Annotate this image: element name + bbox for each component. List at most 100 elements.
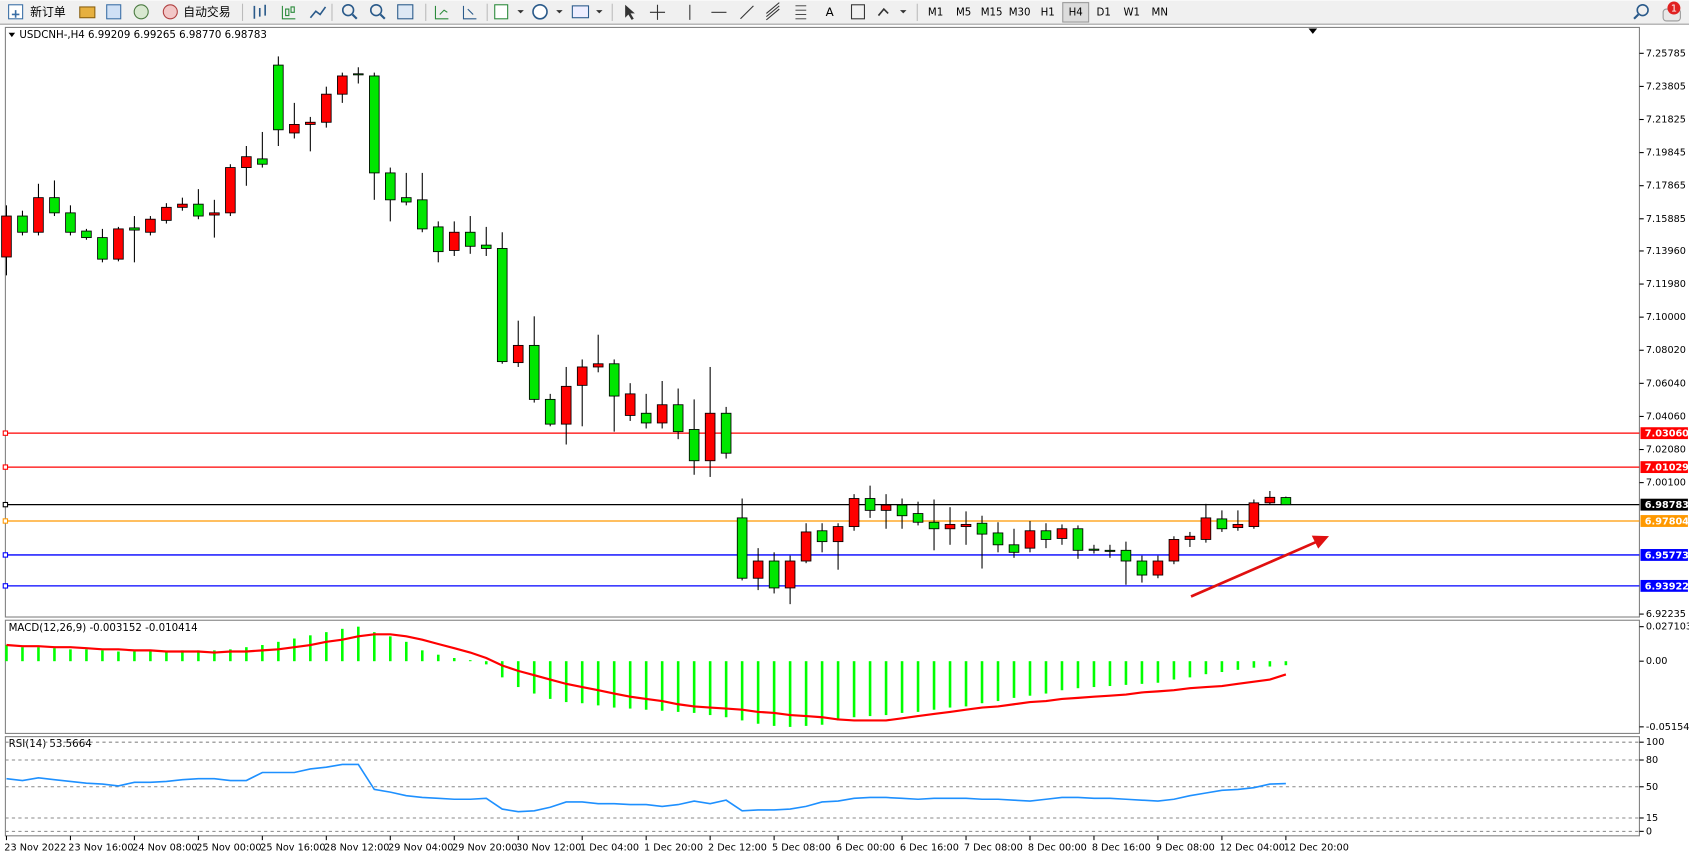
text-tool[interactable]: A bbox=[826, 5, 834, 19]
toolbar-bg bbox=[0, 0, 1689, 25]
candle-body bbox=[688, 429, 700, 462]
x-tick-label: 8 Dec 00:00 bbox=[1028, 843, 1087, 854]
macd-bar bbox=[612, 661, 616, 708]
macd-bar bbox=[820, 661, 824, 725]
timeframe-button[interactable]: M5 bbox=[956, 7, 971, 18]
macd-bar bbox=[724, 661, 728, 718]
candle-body bbox=[289, 124, 300, 134]
zoom-in-icon[interactable] bbox=[341, 3, 355, 17]
timeframe-button[interactable]: M1 bbox=[928, 7, 943, 18]
zoom-out-icon[interactable] bbox=[369, 3, 383, 17]
y-tick-label: 0.00 bbox=[1646, 656, 1668, 667]
timeframe-button[interactable]: M30 bbox=[1009, 7, 1031, 18]
candle-body bbox=[33, 197, 44, 233]
x-tick-label: 1 Dec 20:00 bbox=[644, 843, 703, 854]
tile-icon[interactable] bbox=[397, 4, 414, 20]
candle-body bbox=[912, 513, 924, 523]
level-label: 6.93922 bbox=[1645, 581, 1689, 592]
candle-body bbox=[353, 73, 364, 76]
macd-bar bbox=[325, 632, 328, 662]
badge bbox=[1667, 1, 1681, 15]
macd-bar bbox=[676, 661, 680, 712]
chart-window bbox=[0, 25, 1689, 860]
timeframe-button[interactable]: W1 bbox=[1123, 7, 1140, 18]
macd-bar bbox=[1204, 661, 1208, 675]
shift-marker bbox=[1308, 28, 1318, 34]
macd-bar bbox=[884, 661, 888, 716]
level-label-box bbox=[1640, 461, 1688, 474]
macd-bar bbox=[404, 641, 408, 662]
x-tick-label: 5 Dec 08:00 bbox=[772, 843, 831, 854]
candle-body bbox=[544, 398, 556, 425]
line-chart-icon[interactable] bbox=[309, 6, 327, 19]
candle-body bbox=[704, 412, 716, 462]
level-marker bbox=[2, 583, 9, 589]
trendline-icon[interactable] bbox=[740, 5, 754, 20]
level-marker bbox=[2, 518, 9, 524]
macd-bar bbox=[564, 661, 568, 703]
level-label: 6.97804 bbox=[1645, 517, 1689, 528]
macd-bar bbox=[1284, 661, 1288, 666]
periods-icon[interactable] bbox=[532, 3, 548, 20]
macd-bar bbox=[420, 650, 424, 662]
x-tick-label: 2 Dec 12:00 bbox=[708, 843, 767, 854]
candle-body bbox=[944, 523, 956, 530]
templates-icon[interactable] bbox=[571, 5, 590, 19]
channel-icon[interactable] bbox=[766, 2, 780, 21]
macd-bar bbox=[1220, 661, 1224, 673]
level-label: 6.98783 bbox=[1645, 500, 1689, 511]
x-tick-label: 24 Nov 08:00 bbox=[132, 843, 197, 854]
level-label: 7.03060 bbox=[1645, 429, 1689, 440]
macd-bar bbox=[117, 651, 120, 662]
candle-body bbox=[161, 206, 172, 221]
x-tick-label: 30 Nov 12:00 bbox=[516, 843, 581, 854]
macd-bar bbox=[181, 650, 184, 662]
y-tick-label: 7.00100 bbox=[1646, 478, 1686, 489]
shapes-icon[interactable] bbox=[877, 7, 889, 17]
label-icon[interactable] bbox=[850, 4, 865, 20]
dropdown bbox=[556, 10, 563, 14]
candle-chart-icon[interactable] bbox=[281, 5, 296, 20]
timeframe-button[interactable]: H4 bbox=[1069, 7, 1083, 18]
candle-body bbox=[736, 517, 748, 579]
macd-bar bbox=[261, 645, 264, 662]
timeframe-button[interactable]: H1 bbox=[1041, 7, 1055, 18]
x-tick-label: 23 Nov 2022 bbox=[4, 843, 66, 854]
search-icon[interactable] bbox=[1636, 3, 1649, 17]
indicators-icon[interactable] bbox=[494, 4, 509, 20]
macd-bar bbox=[229, 649, 232, 662]
level-marker bbox=[2, 430, 9, 436]
macd-bar bbox=[277, 641, 280, 662]
cursor-icon[interactable] bbox=[625, 4, 635, 20]
auto-trade-button[interactable]: 自动交易 bbox=[183, 5, 230, 19]
level-label-box bbox=[1640, 515, 1688, 527]
macd-bar bbox=[341, 628, 344, 662]
candle-body bbox=[720, 412, 732, 454]
macd-bar bbox=[1044, 661, 1048, 694]
candle-body bbox=[1280, 497, 1292, 506]
shift-icon[interactable] bbox=[462, 5, 477, 20]
bar-chart-icon[interactable] bbox=[253, 4, 266, 19]
autoscroll-icon[interactable] bbox=[434, 5, 449, 20]
candle-body bbox=[177, 203, 188, 208]
x-tick-label: 29 Nov 04:00 bbox=[388, 843, 453, 854]
candle-body bbox=[752, 560, 764, 579]
macd-bar bbox=[484, 661, 488, 665]
x-tick-label: 12 Dec 04:00 bbox=[1220, 843, 1285, 854]
annotation-arrowhead bbox=[1311, 535, 1329, 549]
timeframe-button[interactable]: MN bbox=[1152, 7, 1168, 18]
timeframe-button[interactable]: D1 bbox=[1097, 7, 1111, 18]
level-marker bbox=[2, 464, 9, 470]
x-tick-label: 8 Dec 16:00 bbox=[1092, 843, 1151, 854]
candle-body bbox=[672, 404, 684, 433]
crosshair-icon[interactable] bbox=[649, 4, 666, 20]
fibo-icon[interactable] bbox=[795, 5, 807, 20]
macd-bar bbox=[804, 661, 808, 726]
macd-bar bbox=[1188, 661, 1192, 678]
new-order-button[interactable]: 新订单 bbox=[30, 5, 66, 19]
level-marker bbox=[2, 552, 9, 558]
new-order-icon-plus bbox=[11, 10, 20, 18]
macd-bar bbox=[85, 649, 88, 662]
timeframe-button[interactable]: M15 bbox=[981, 7, 1003, 18]
macd-bar bbox=[1156, 661, 1160, 683]
